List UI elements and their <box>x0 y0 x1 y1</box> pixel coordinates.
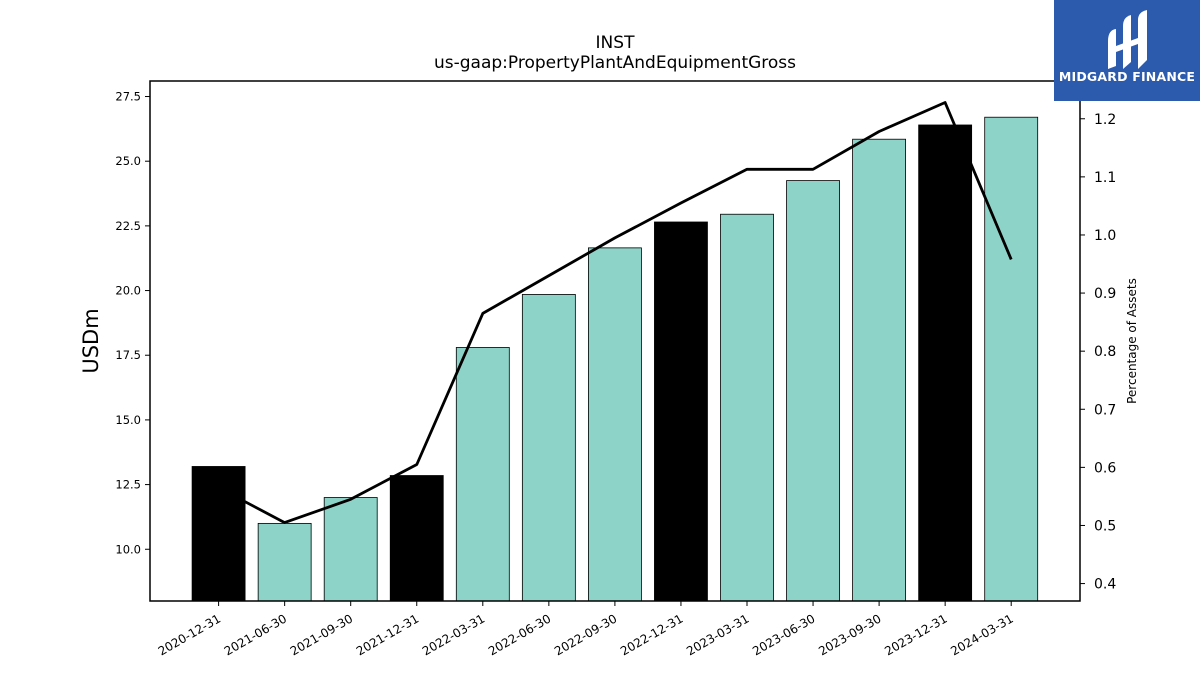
y-tick-label: 15.0 <box>115 413 141 427</box>
x-tick-label: 2024-03-31 <box>948 611 1015 658</box>
y-tick-label: 27.5 <box>115 90 141 104</box>
bar-2023-12-31 <box>918 124 973 602</box>
y-tick-label: 20.0 <box>115 284 141 298</box>
chart-title: INST <box>595 33 635 53</box>
x-tick-label: 2022-12-31 <box>618 611 685 658</box>
bar-2023-09-30 <box>852 138 906 602</box>
midgard-logo: MIDGARD FINANCE <box>1054 0 1200 101</box>
percentage-line <box>217 101 1013 524</box>
bar-2023-06-30 <box>786 180 840 602</box>
y2-tick-label: 1.2 <box>1094 112 1116 128</box>
bar-2022-03-31 <box>455 347 510 602</box>
y-tick-label: 22.5 <box>115 219 141 233</box>
x-tick-label: 2023-03-31 <box>684 611 751 658</box>
y-tick-label: 12.5 <box>115 478 141 492</box>
bar-2021-12-31 <box>389 475 444 602</box>
y-axis-label: USDm <box>79 308 103 373</box>
bar-2022-06-30 <box>521 294 576 602</box>
y2-axis-label: Percentage of Assets <box>1125 278 1139 404</box>
chart-subtitle: us-gaap:PropertyPlantAndEquipmentGross <box>433 53 797 73</box>
y-tick-label: 25.0 <box>115 154 141 168</box>
y2-tick-label: 0.5 <box>1094 518 1116 534</box>
bar-2022-12-31 <box>654 221 708 602</box>
bar-2023-03-31 <box>720 213 774 602</box>
y2-tick-label: 1.0 <box>1094 228 1116 244</box>
bar-2020-12-31 <box>191 466 246 602</box>
bar-2022-09-30 <box>588 247 642 602</box>
y2-tick-label: 0.9 <box>1094 286 1116 302</box>
x-tick-label: 2023-12-31 <box>882 611 949 658</box>
y-tick-label: 17.5 <box>115 348 141 362</box>
y2-tick-label: 0.4 <box>1094 577 1116 593</box>
x-tick-label: 2022-03-31 <box>420 611 487 658</box>
y2-tick-label: 1.1 <box>1094 170 1116 186</box>
x-tick-label: 2020-12-31 <box>156 611 223 658</box>
x-tick-label: 2022-06-30 <box>486 611 553 658</box>
y2-tick-label: 0.8 <box>1094 344 1116 360</box>
bar-2021-09-30 <box>323 497 378 602</box>
bar-2021-06-30 <box>257 522 312 602</box>
y2-tick-label: 0.6 <box>1094 460 1116 476</box>
y2-tick-label: 0.7 <box>1094 402 1116 418</box>
x-tick-label: 2021-09-30 <box>288 611 355 658</box>
midgard-logo-icon <box>1108 10 1147 69</box>
bar-2024-03-31 <box>984 116 1039 602</box>
x-tick-label: 2023-09-30 <box>816 611 883 658</box>
x-tick-label: 2021-12-31 <box>354 611 421 658</box>
x-tick-label: 2023-06-30 <box>750 611 817 658</box>
x-tick-label: 2021-06-30 <box>222 611 289 658</box>
brand-name: MIDGARD FINANCE <box>1058 69 1196 84</box>
y-tick-label: 10.0 <box>115 542 141 556</box>
x-tick-label: 2022-09-30 <box>552 611 619 658</box>
